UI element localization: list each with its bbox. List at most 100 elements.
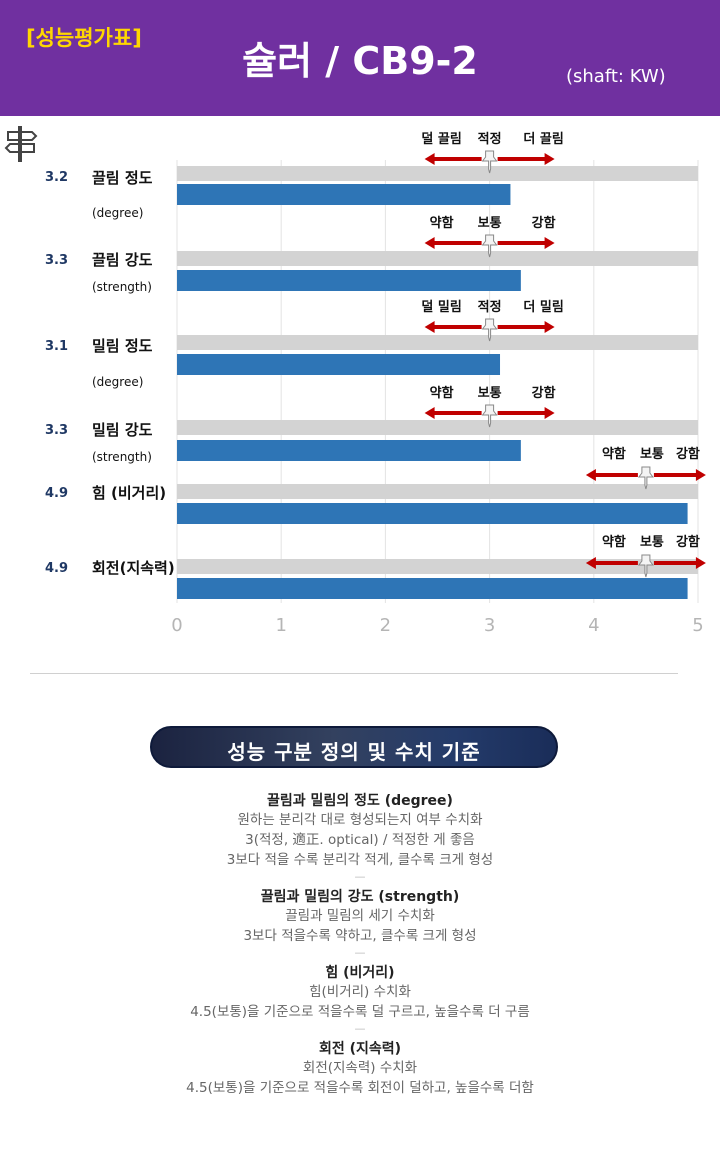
pin-icon <box>481 150 498 174</box>
score-label: 3.3 <box>45 423 68 438</box>
definition-line: 회전(지속력) 수치화 <box>302 1060 418 1076</box>
row-sublabel: (strength) <box>92 450 152 464</box>
track-bar <box>177 559 698 574</box>
row-sublabel: (degree) <box>92 375 143 389</box>
pin-icon <box>481 234 498 258</box>
row-sublabel: (degree) <box>92 206 143 220</box>
scale-caption: 약함 <box>430 385 454 401</box>
value-bar <box>177 270 521 291</box>
value-bar <box>177 354 501 375</box>
value-bar <box>177 440 521 461</box>
score-label: 4.9 <box>45 486 68 501</box>
arrow-left-head <box>585 557 596 569</box>
definition-title: 끌림과 밀림의 정도 (degree) <box>267 793 453 809</box>
scale-caption: 더 밀림 <box>523 299 563 315</box>
arrow-left-head <box>424 321 435 333</box>
track-bar <box>177 420 698 435</box>
score-label: 3.2 <box>45 170 68 185</box>
scale-caption: 약함 <box>430 215 454 231</box>
definition-line: 3(적정, 適正. optical) / 적정한 게 좋음 <box>245 832 475 848</box>
x-tick-label: 2 <box>380 615 391 636</box>
shaft-label: (shaft: KW) <box>566 66 666 87</box>
definitions-heading: 성능 구분 정의 및 수치 기준 <box>227 740 481 764</box>
value-bar <box>177 578 688 599</box>
definitions-heading-banner: 성능 구분 정의 및 수치 기준 <box>150 726 558 768</box>
header-banner: [성능평가표] 슐러 / CB9-2 (shaft: KW) <box>0 0 720 116</box>
x-tick-label: 5 <box>692 615 703 636</box>
definition-line: 4.5(보통)을 기준으로 적을수록 덜 구르고, 높을수록 더 구름 <box>190 1004 530 1020</box>
scale-caption: 더 끌림 <box>523 131 563 147</box>
arrow-right-head <box>695 557 706 569</box>
scale-caption: 보통 <box>478 386 502 401</box>
row-sublabel: (strength) <box>92 280 152 294</box>
arrow-right-head <box>544 237 555 249</box>
score-label: 4.9 <box>45 561 68 576</box>
definition-line: 3보다 적을 수록 분리각 적게, 클수록 크게 형성 <box>226 852 494 868</box>
definition-line: 3보다 적을수록 약하고, 클수록 크게 형성 <box>243 928 477 944</box>
track-bar <box>177 335 698 350</box>
x-tick-label: 1 <box>275 615 286 636</box>
arrow-left-head <box>424 407 435 419</box>
track-bar <box>177 166 698 181</box>
x-tick-label: 0 <box>171 615 182 636</box>
scale-caption: 적정 <box>478 299 502 315</box>
definition-separator: — <box>354 870 366 883</box>
arrow-right-head <box>544 321 555 333</box>
row-label: 밀림 강도 <box>92 421 153 439</box>
row-label: 끌림 정도 <box>92 169 153 187</box>
definition-section: 끌림과 밀림의 정도 (degree) 원하는 분리각 대로 형성되는지 여부 … <box>0 790 720 884</box>
scale-caption: 강함 <box>676 534 700 550</box>
definition-section: 회전 (지속력) 회전(지속력) 수치화 4.5(보통)을 기준으로 적을수록 … <box>0 1038 720 1098</box>
arrow-right-head <box>544 407 555 419</box>
arrow-left-head <box>424 153 435 165</box>
scale-caption: 보통 <box>478 216 502 231</box>
section-divider <box>30 673 678 674</box>
row-label: 회전(지속력) <box>92 559 175 577</box>
pin-icon <box>637 554 654 578</box>
track-bar <box>177 251 698 266</box>
score-label: 3.3 <box>45 253 68 268</box>
definition-line: 4.5(보통)을 기준으로 적을수록 회전이 덜하고, 높을수록 더함 <box>186 1080 534 1096</box>
definition-title: 힘 (비거리) <box>325 965 395 981</box>
definitions-list: 끌림과 밀림의 정도 (degree) 원하는 분리각 대로 형성되는지 여부 … <box>0 788 720 1098</box>
arrow-left-head <box>585 469 596 481</box>
scale-caption: 덜 끌림 <box>421 131 461 147</box>
pin-icon <box>481 404 498 428</box>
arrow-left-head <box>424 237 435 249</box>
performance-chart: 3.2 끌림 정도(degree)덜 끌림 적정 더 끌림3.3 끌림 강도(stren… <box>45 131 706 636</box>
pin-icon <box>481 318 498 342</box>
definition-title: 끌림과 밀림의 강도 (strength) <box>260 889 460 905</box>
scale-caption: 보통 <box>640 447 664 462</box>
row-label: 밀림 정도 <box>92 337 153 355</box>
scale-caption: 약함 <box>602 446 626 462</box>
arrow-right-head <box>544 153 555 165</box>
track-bar <box>177 484 698 499</box>
scale-caption: 덜 밀림 <box>421 299 461 315</box>
definition-line: 끌림과 밀림의 세기 수치화 <box>285 908 435 924</box>
arrow-right-head <box>695 469 706 481</box>
row-label: 힘 (비거리) <box>92 484 166 502</box>
page-title: 슐러 / CB9-2 <box>242 39 478 83</box>
scale-caption: 강함 <box>676 446 700 462</box>
pin-icon <box>637 466 654 490</box>
definition-line: 힘(비거리) 수치화 <box>309 984 411 1000</box>
signpost-icon <box>4 126 38 162</box>
score-label: 3.1 <box>45 339 68 354</box>
scale-caption: 강함 <box>532 385 556 401</box>
x-tick-label: 4 <box>588 615 599 636</box>
definition-section: 힘 (비거리) 힘(비거리) 수치화 4.5(보통)을 기준으로 적을수록 덜 … <box>0 962 720 1036</box>
definition-section: 끌림과 밀림의 강도 (strength) 끌림과 밀림의 세기 수치화 3보다… <box>0 886 720 960</box>
definition-separator: — <box>354 946 366 959</box>
scale-caption: 강함 <box>532 215 556 231</box>
scale-caption: 적정 <box>478 131 502 147</box>
x-tick-label: 3 <box>484 615 495 636</box>
report-tag: [성능평가표] <box>26 26 142 50</box>
definition-separator: — <box>354 1022 366 1035</box>
definition-title: 회전 (지속력) <box>318 1041 402 1057</box>
scale-caption: 보통 <box>640 535 664 550</box>
scale-caption: 약함 <box>602 534 626 550</box>
row-label: 끌림 강도 <box>92 251 153 269</box>
definition-line: 원하는 분리각 대로 형성되는지 여부 수치화 <box>237 812 483 828</box>
value-bar <box>177 184 511 205</box>
value-bar <box>177 503 688 524</box>
